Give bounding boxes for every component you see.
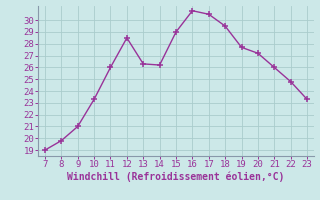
X-axis label: Windchill (Refroidissement éolien,°C): Windchill (Refroidissement éolien,°C) [67,172,285,182]
